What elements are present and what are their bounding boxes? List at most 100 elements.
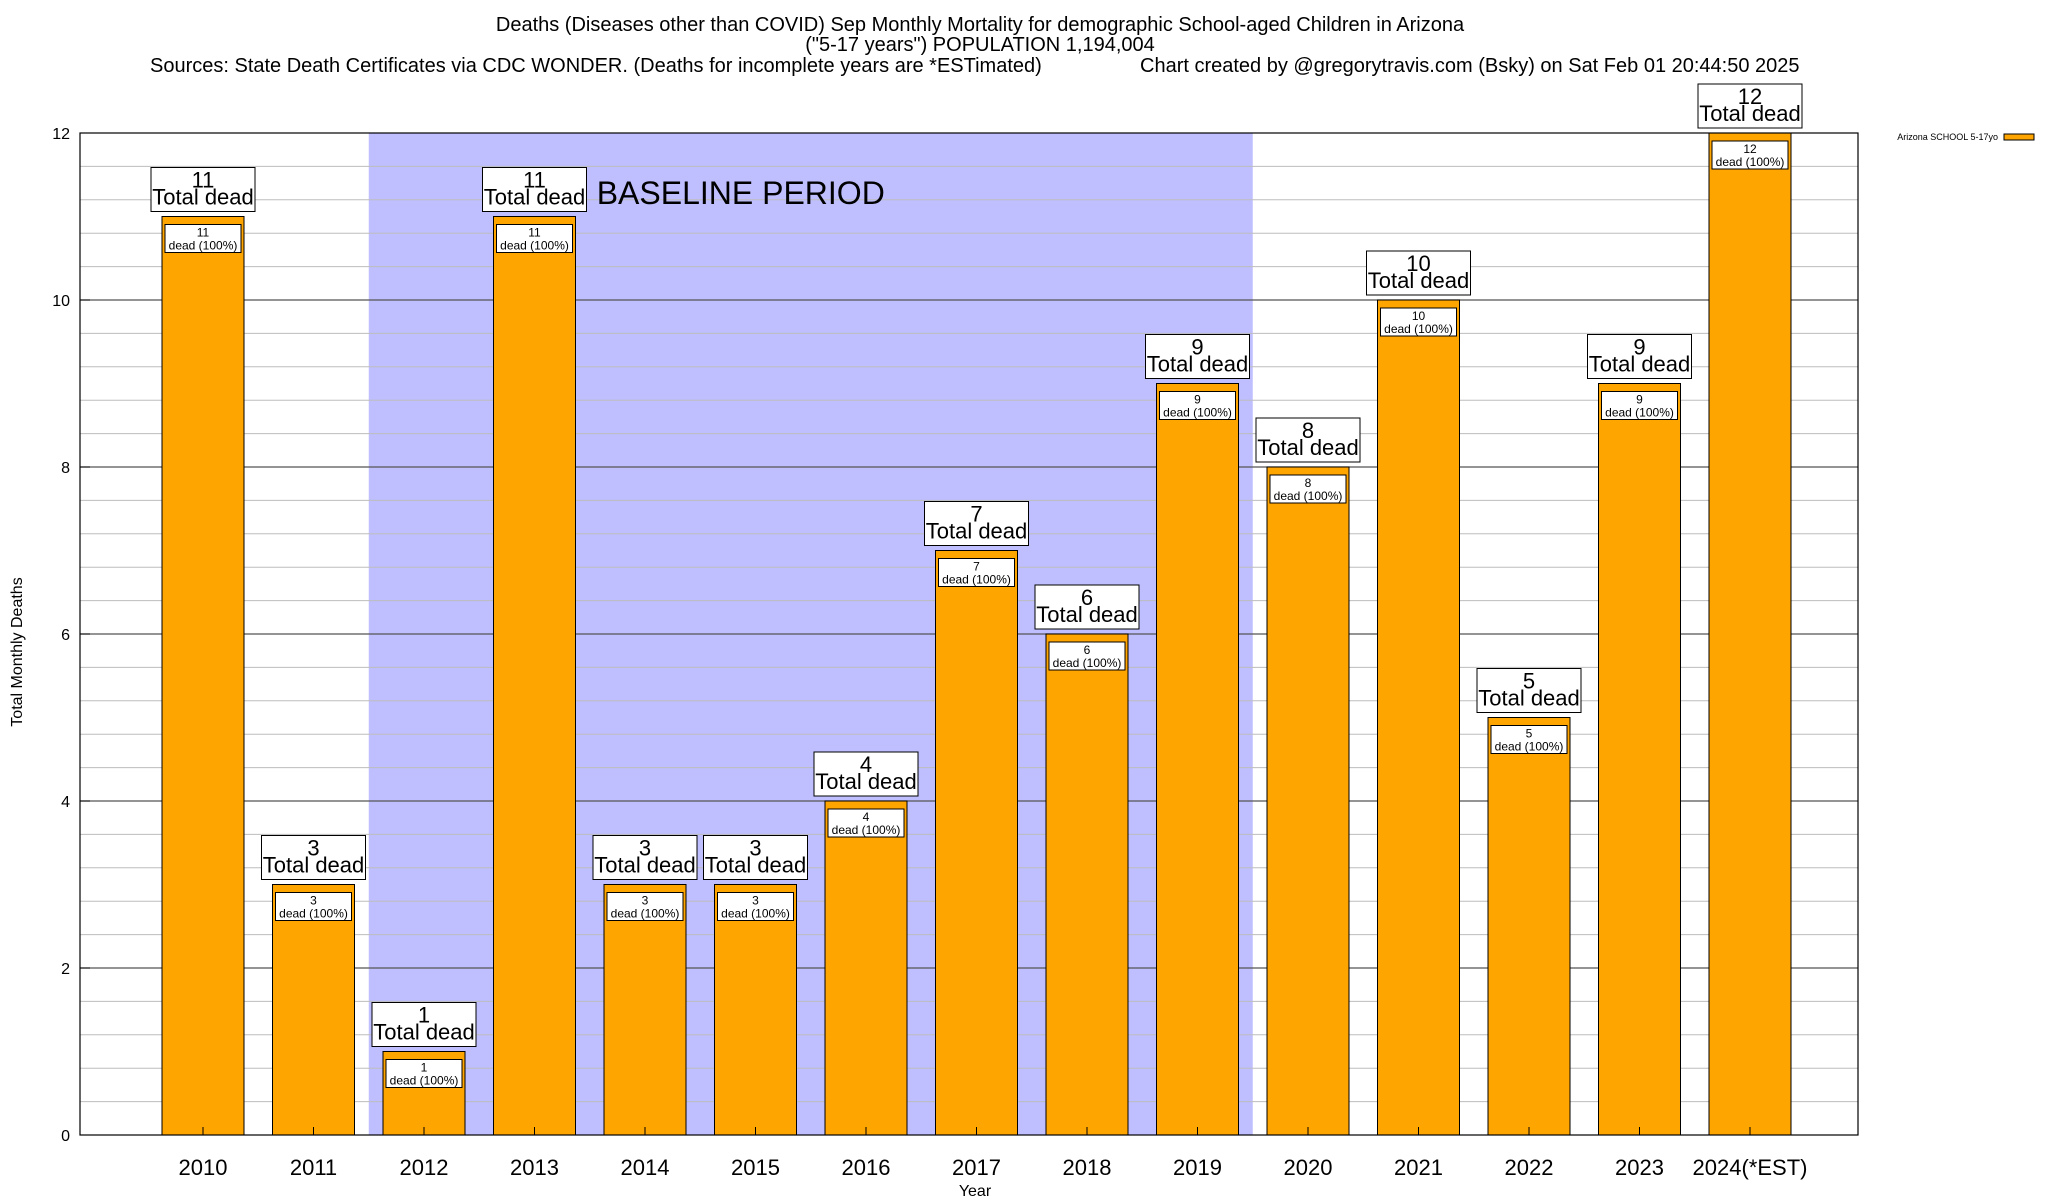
bar-total-value: 12 [1738, 84, 1762, 109]
bar-inner-label: dead (100%) [1384, 322, 1453, 336]
bar-inner-value: 3 [310, 894, 317, 908]
plot-frame [79, 132, 1859, 1136]
bar-total-value: 11 [523, 168, 546, 193]
bar [1045, 633, 1129, 1136]
bar-total-label-box [1255, 417, 1361, 463]
bar-total-label-box [1476, 668, 1582, 713]
x-axis-label: Year [959, 1183, 992, 1200]
bar-total-label: Total dead [1699, 101, 1801, 126]
bar-inner-value: 4 [863, 810, 870, 824]
bar-inner-label-box [1380, 307, 1457, 337]
chart-title-line2: ("5-17 years") POPULATION 1,194,004 [805, 34, 1155, 56]
bar-inner-value: 3 [752, 894, 759, 908]
x-tick-label: 2021 [1394, 1155, 1443, 1180]
bar-inner-label-box [496, 224, 573, 253]
bar-total-value: 10 [1406, 251, 1430, 276]
x-tick-label: 2017 [952, 1155, 1001, 1180]
x-tick-label: 2014 [621, 1155, 670, 1180]
bar-inner-value: 10 [1412, 309, 1426, 323]
x-tick-label: 2016 [842, 1155, 891, 1180]
bar-total-label: Total dead [1478, 686, 1580, 711]
bar-total-label-box [703, 835, 808, 880]
bar-total-label-box [261, 835, 366, 880]
bar-inner-label-box [717, 892, 794, 921]
bar-inner-label: dead (100%) [611, 907, 680, 921]
bar-inner-label: dead (100%) [1274, 489, 1343, 503]
bar-total-label-box [1034, 584, 1140, 630]
bar-total-label: Total dead [815, 769, 917, 794]
legend-label: Arizona SCHOOL 5-17yo [1897, 132, 1998, 142]
bar-total-value: 11 [192, 168, 215, 193]
bar-total-label-box [592, 835, 698, 880]
bar-inner-label: dead (100%) [279, 907, 348, 921]
bar-inner-value: 11 [528, 226, 541, 240]
baseline-label: BASELINE PERIOD [597, 175, 885, 211]
bar-inner-label-box [1490, 725, 1568, 754]
bar [603, 884, 687, 1136]
y-tick-label: 4 [61, 794, 70, 811]
bar-total-label-box [371, 1002, 477, 1047]
bar-inner-label-box [385, 1059, 463, 1088]
bar-inner-label: dead (100%) [500, 239, 569, 253]
bar-inner-label: dead (100%) [1053, 656, 1122, 670]
bar-total-label: Total dead [1036, 602, 1138, 627]
bar-inner-value: 1 [421, 1061, 428, 1075]
bar-total-value: 3 [749, 836, 761, 861]
y-tick-label: 2 [61, 961, 70, 978]
y-tick-label: 12 [52, 126, 70, 143]
bar-inner-label-box [606, 892, 684, 921]
bar-total-label: Total dead [1257, 435, 1359, 460]
bar-inner-label-box [164, 224, 242, 253]
bar-inner-value: 11 [197, 226, 210, 240]
bar-total-label-box [1697, 83, 1803, 129]
bar-inner-label: dead (100%) [390, 1074, 459, 1088]
bar-total-label: Total dead [263, 853, 365, 878]
y-axis-label: Total Monthly Deaths [9, 577, 26, 726]
bar-total-label: Total dead [926, 519, 1028, 544]
bar [714, 884, 797, 1136]
bar-total-value: 8 [1302, 418, 1314, 443]
bar-total-value: 9 [1191, 335, 1203, 360]
x-tick-label: 2022 [1505, 1155, 1554, 1180]
bar-total-label-box [482, 167, 587, 212]
legend-swatch [2003, 133, 2035, 141]
chart-title-line3-credit: Chart created by @gregorytravis.com (Bsk… [1140, 55, 1800, 77]
bar-inner-value: 3 [642, 894, 649, 908]
bar [1708, 132, 1792, 1136]
bar-total-value: 9 [1633, 335, 1645, 360]
x-tick-label: 2011 [290, 1155, 337, 1180]
x-tick-label: 2018 [1063, 1155, 1112, 1180]
bar [1377, 299, 1460, 1136]
bar-inner-value: 9 [1194, 393, 1201, 407]
x-tick-label: 2013 [510, 1155, 559, 1180]
bar [1487, 717, 1571, 1136]
bar-total-value: 7 [970, 502, 982, 527]
x-tick-label: 2020 [1284, 1155, 1333, 1180]
bar-total-label-box [150, 167, 256, 212]
bar-total-label-box [1145, 334, 1250, 379]
bar-total-label-box [813, 751, 919, 797]
bar-total-label: Total dead [705, 853, 807, 878]
bar-total-label: Total dead [1368, 268, 1470, 293]
bar-total-label-box [1366, 250, 1471, 296]
chart-title-line1: Deaths (Diseases other than COVID) Sep M… [496, 14, 1465, 36]
bar [493, 216, 576, 1136]
y-tick-label: 0 [61, 1128, 70, 1145]
bar-inner-value: 5 [1526, 727, 1533, 741]
x-tick-label: 2023 [1615, 1155, 1664, 1180]
bar-total-value: 5 [1523, 669, 1535, 694]
bar-inner-label-box [938, 558, 1015, 587]
bar-total-label: Total dead [1147, 352, 1249, 377]
bar-inner-value: 9 [1636, 393, 1643, 407]
bar [1598, 383, 1681, 1136]
bar-inner-label: dead (100%) [721, 907, 790, 921]
bar-total-value: 3 [307, 836, 319, 861]
bar-total-label-box [924, 501, 1029, 546]
y-tick-label: 6 [61, 627, 70, 644]
x-tick-label: 2015 [731, 1155, 780, 1180]
x-tick-label: 2019 [1173, 1155, 1222, 1180]
bar-inner-label: dead (100%) [942, 573, 1011, 587]
bar-total-value: 1 [418, 1003, 430, 1028]
bar [1156, 383, 1239, 1136]
